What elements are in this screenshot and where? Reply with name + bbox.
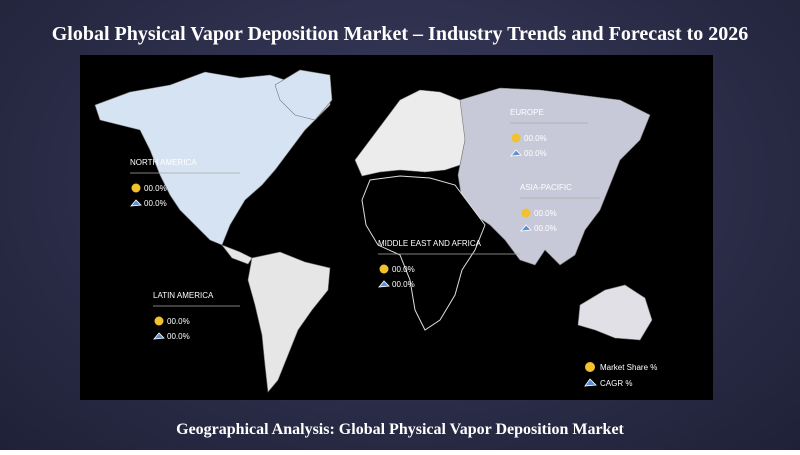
legend-cagr-icon: [584, 378, 597, 387]
caption: Geographical Analysis: Global Physical V…: [176, 421, 624, 438]
region-name: NORTH AMERICA: [130, 158, 197, 167]
share-icon: [131, 183, 141, 193]
share-icon: [511, 133, 521, 143]
share-icon: [379, 264, 389, 274]
cagr-icon: [130, 199, 142, 207]
legend-share-label: Market Share %: [600, 363, 657, 372]
australia: [577, 284, 653, 341]
cagr-icon: [153, 332, 165, 340]
south-america: [247, 251, 331, 393]
market-share: 00.0%: [524, 134, 547, 143]
cagr: 00.0%: [167, 332, 190, 341]
title: Global Physical Vapor Deposition Market …: [52, 23, 749, 45]
region-name: ASIA-PACIFIC: [520, 183, 572, 192]
region-name: EUROPE: [510, 108, 544, 117]
north-america: [94, 71, 331, 246]
central-america: [221, 244, 253, 265]
share-icon: [521, 208, 531, 218]
cagr-icon: [520, 224, 532, 232]
market-share: 00.0%: [392, 265, 415, 274]
market-share: 00.0%: [534, 209, 557, 218]
share-icon: [154, 316, 164, 326]
cagr: 00.0%: [524, 149, 547, 158]
cagr-icon: [510, 149, 522, 157]
legend-share-icon: [585, 362, 595, 372]
cagr: 00.0%: [144, 199, 167, 208]
market-share: 00.0%: [167, 317, 190, 326]
region-name: MIDDLE EAST AND AFRICA: [378, 239, 482, 248]
africa: [361, 175, 486, 331]
legend: Market Share % CAGR %: [584, 362, 657, 388]
map: [94, 69, 653, 393]
greenland: [274, 69, 333, 121]
cagr: 00.0%: [392, 280, 415, 289]
legend-cagr-label: CAGR %: [600, 379, 632, 388]
regions: NORTH AMERICA 00.0% 00.0% EUROPE 00.0% 00.0% A…: [130, 108, 600, 341]
cagr-icon: [378, 280, 390, 288]
market-share: 00.0%: [144, 184, 167, 193]
region-name: LATIN AMERICA: [153, 291, 214, 300]
cagr: 00.0%: [534, 224, 557, 233]
